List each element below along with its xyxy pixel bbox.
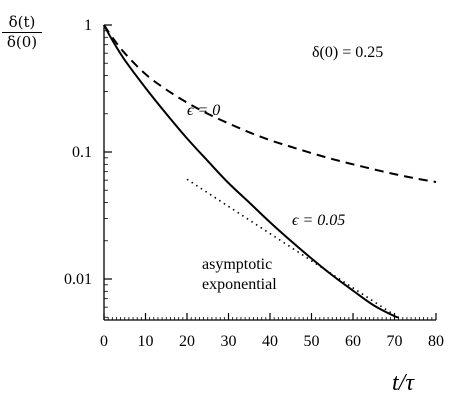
series-lines — [103, 24, 437, 319]
x-tick-label: 50 — [304, 333, 320, 350]
series-line-dashed — [103, 24, 437, 184]
series-line-dotted — [186, 178, 395, 316]
y-axis-label-numerator: δ(t) — [2, 14, 42, 33]
y-axis-label-denominator: δ(0) — [6, 33, 38, 51]
tick-labels: 0 10 20 30 40 50 60 70 80 0.01 0.1 1 — [64, 17, 444, 350]
x-tick-label: 30 — [221, 333, 237, 350]
annotation-asymptotic-line1: asymptotic — [202, 256, 272, 273]
y-axis-label: δ(t) δ(0) — [2, 14, 42, 51]
minor-ticks — [104, 30, 433, 320]
annotation-eps005: ϵ = 0.05 — [292, 212, 345, 229]
x-tick-label: 70 — [387, 333, 403, 350]
x-tick-label: 40 — [262, 333, 278, 350]
y-tick-label: 0.1 — [72, 144, 92, 161]
series-line-solid — [103, 24, 399, 319]
x-tick-label: 80 — [428, 333, 444, 350]
x-tick-label: 10 — [138, 333, 154, 350]
x-tick-label: 0 — [100, 333, 108, 350]
annotation-eps0: ϵ = 0 — [187, 102, 220, 119]
x-axis-label: t/τ — [392, 370, 415, 396]
y-tick-label: 1 — [84, 17, 92, 34]
annotation-initial-value: δ(0) = 0.25 — [312, 44, 383, 61]
x-tick-label: 20 — [179, 333, 195, 350]
annotation-asymptotic-line2: exponential — [202, 276, 277, 293]
x-tick-label: 60 — [345, 333, 361, 350]
major-ticks — [103, 24, 437, 320]
y-tick-label: 0.01 — [64, 271, 92, 288]
